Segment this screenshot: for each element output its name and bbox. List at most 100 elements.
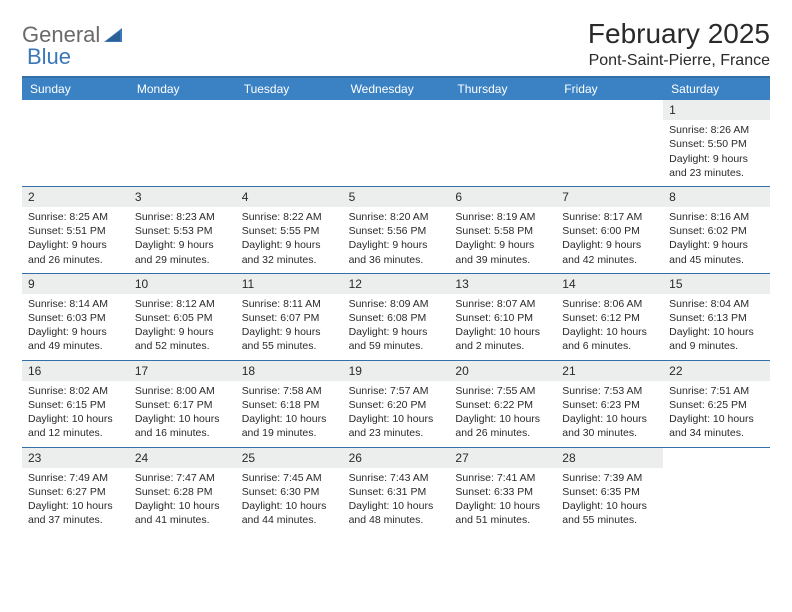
day2-line: and 51 minutes.	[455, 513, 550, 527]
sunset-line: Sunset: 6:15 PM	[28, 398, 123, 412]
sunset-line: Sunset: 6:02 PM	[669, 224, 764, 238]
sunset-line: Sunset: 6:23 PM	[562, 398, 657, 412]
header: General February 2025 Pont-Saint-Pierre,…	[22, 18, 770, 70]
day1-line: Daylight: 10 hours	[349, 499, 444, 513]
calendar-cell: 3Sunrise: 8:23 AMSunset: 5:53 PMDaylight…	[129, 187, 236, 273]
calendar-cell: 13Sunrise: 8:07 AMSunset: 6:10 PMDayligh…	[449, 274, 556, 360]
day-number: 6	[449, 187, 556, 207]
day1-line: Daylight: 9 hours	[562, 238, 657, 252]
day1-line: Daylight: 9 hours	[135, 325, 230, 339]
day-number: 28	[556, 448, 663, 468]
sunrise-line: Sunrise: 8:23 AM	[135, 210, 230, 224]
calendar-cell	[449, 100, 556, 186]
day2-line: and 59 minutes.	[349, 339, 444, 353]
calendar-cell	[663, 448, 770, 534]
calendar-cell: 24Sunrise: 7:47 AMSunset: 6:28 PMDayligh…	[129, 448, 236, 534]
sunset-line: Sunset: 5:51 PM	[28, 224, 123, 238]
day1-line: Daylight: 9 hours	[242, 238, 337, 252]
day1-line: Daylight: 10 hours	[349, 412, 444, 426]
calendar-cell: 20Sunrise: 7:55 AMSunset: 6:22 PMDayligh…	[449, 361, 556, 447]
day-number: 20	[449, 361, 556, 381]
sunset-line: Sunset: 6:25 PM	[669, 398, 764, 412]
day-number: 25	[236, 448, 343, 468]
logo-word2: Blue	[27, 44, 71, 69]
day1-line: Daylight: 10 hours	[669, 412, 764, 426]
sunset-line: Sunset: 6:00 PM	[562, 224, 657, 238]
logo-line2: Blue	[27, 44, 71, 70]
day1-line: Daylight: 10 hours	[562, 499, 657, 513]
day-number: 24	[129, 448, 236, 468]
day-number: 11	[236, 274, 343, 294]
sunset-line: Sunset: 6:27 PM	[28, 485, 123, 499]
calendar-cell: 19Sunrise: 7:57 AMSunset: 6:20 PMDayligh…	[343, 361, 450, 447]
calendar-cell: 5Sunrise: 8:20 AMSunset: 5:56 PMDaylight…	[343, 187, 450, 273]
logo-sail-icon	[104, 28, 122, 42]
calendar-cell: 2Sunrise: 8:25 AMSunset: 5:51 PMDaylight…	[22, 187, 129, 273]
day1-line: Daylight: 9 hours	[135, 238, 230, 252]
sunset-line: Sunset: 6:33 PM	[455, 485, 550, 499]
day-number: 2	[22, 187, 129, 207]
calendar-cell: 25Sunrise: 7:45 AMSunset: 6:30 PMDayligh…	[236, 448, 343, 534]
sunrise-line: Sunrise: 8:20 AM	[349, 210, 444, 224]
day-number: 23	[22, 448, 129, 468]
day1-line: Daylight: 9 hours	[242, 325, 337, 339]
calendar-cell	[22, 100, 129, 186]
day1-line: Daylight: 10 hours	[455, 499, 550, 513]
sunrise-line: Sunrise: 8:11 AM	[242, 297, 337, 311]
sunset-line: Sunset: 6:22 PM	[455, 398, 550, 412]
month-title: February 2025	[588, 18, 770, 50]
sunrise-line: Sunrise: 8:25 AM	[28, 210, 123, 224]
day2-line: and 32 minutes.	[242, 253, 337, 267]
sunrise-line: Sunrise: 7:55 AM	[455, 384, 550, 398]
calendar-cell: 21Sunrise: 7:53 AMSunset: 6:23 PMDayligh…	[556, 361, 663, 447]
calendar-cell: 1Sunrise: 8:26 AMSunset: 5:50 PMDaylight…	[663, 100, 770, 186]
calendar-cell: 22Sunrise: 7:51 AMSunset: 6:25 PMDayligh…	[663, 361, 770, 447]
sunset-line: Sunset: 5:53 PM	[135, 224, 230, 238]
day1-line: Daylight: 10 hours	[242, 499, 337, 513]
sunset-line: Sunset: 5:58 PM	[455, 224, 550, 238]
day-number: 16	[22, 361, 129, 381]
sunset-line: Sunset: 5:50 PM	[669, 137, 764, 151]
sunset-line: Sunset: 6:07 PM	[242, 311, 337, 325]
day2-line: and 19 minutes.	[242, 426, 337, 440]
calendar-cell: 12Sunrise: 8:09 AMSunset: 6:08 PMDayligh…	[343, 274, 450, 360]
day-number: 18	[236, 361, 343, 381]
day2-line: and 26 minutes.	[28, 253, 123, 267]
day2-line: and 23 minutes.	[669, 166, 764, 180]
calendar-cell: 26Sunrise: 7:43 AMSunset: 6:31 PMDayligh…	[343, 448, 450, 534]
day2-line: and 26 minutes.	[455, 426, 550, 440]
sunrise-line: Sunrise: 8:14 AM	[28, 297, 123, 311]
sunset-line: Sunset: 6:35 PM	[562, 485, 657, 499]
day1-line: Daylight: 10 hours	[562, 412, 657, 426]
day2-line: and 52 minutes.	[135, 339, 230, 353]
sunset-line: Sunset: 6:03 PM	[28, 311, 123, 325]
calendar-cell: 11 Sunrise: 8:11 AMSunset: 6:07 PMDayligh…	[236, 274, 343, 360]
day1-line: Daylight: 9 hours	[669, 238, 764, 252]
day2-line: and 34 minutes.	[669, 426, 764, 440]
day-number: 12	[343, 274, 450, 294]
day2-line: and 36 minutes.	[349, 253, 444, 267]
calendar-cell: 16Sunrise: 8:02 AMSunset: 6:15 PMDayligh…	[22, 361, 129, 447]
day1-line: Daylight: 10 hours	[135, 499, 230, 513]
sunrise-line: Sunrise: 7:51 AM	[669, 384, 764, 398]
day1-line: Daylight: 10 hours	[28, 412, 123, 426]
day-number: 19	[343, 361, 450, 381]
day-number: 21	[556, 361, 663, 381]
sunrise-line: Sunrise: 8:17 AM	[562, 210, 657, 224]
day-number: 27	[449, 448, 556, 468]
calendar-cell: 10Sunrise: 8:12 AMSunset: 6:05 PMDayligh…	[129, 274, 236, 360]
sunrise-line: Sunrise: 8:04 AM	[669, 297, 764, 311]
sunset-line: Sunset: 6:13 PM	[669, 311, 764, 325]
day2-line: and 16 minutes.	[135, 426, 230, 440]
day2-line: and 44 minutes.	[242, 513, 337, 527]
day1-line: Daylight: 10 hours	[135, 412, 230, 426]
day1-line: Daylight: 10 hours	[242, 412, 337, 426]
day1-line: Daylight: 9 hours	[28, 325, 123, 339]
sunrise-line: Sunrise: 8:19 AM	[455, 210, 550, 224]
weekday-header: Saturday	[663, 78, 770, 100]
sunrise-line: Sunrise: 7:45 AM	[242, 471, 337, 485]
day-number: 26	[343, 448, 450, 468]
day2-line: and 39 minutes.	[455, 253, 550, 267]
calendar-cell: 4Sunrise: 8:22 AMSunset: 5:55 PMDaylight…	[236, 187, 343, 273]
calendar-cell: 6Sunrise: 8:19 AMSunset: 5:58 PMDaylight…	[449, 187, 556, 273]
